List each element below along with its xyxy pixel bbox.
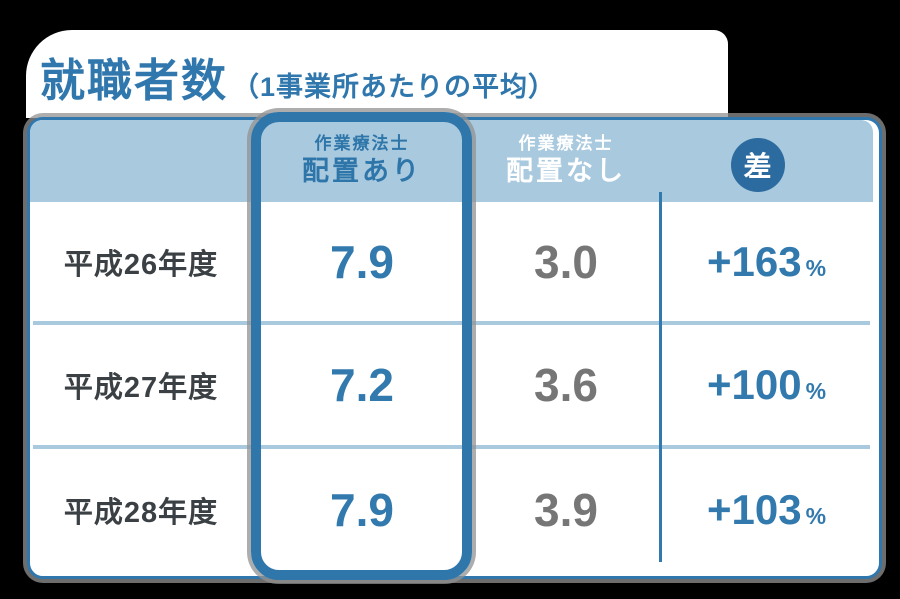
- difference-percent-sign: %: [805, 378, 827, 404]
- value-without-ot: 3.0: [534, 235, 598, 288]
- difference-number: +100: [706, 361, 802, 408]
- table-row: 平成27年度 7.2 3.6 +100 %: [30, 325, 873, 445]
- column-separator-line: [659, 192, 662, 562]
- header-with-ot-line2: 配置あり: [302, 156, 422, 187]
- header-cell-without-ot: 作業療法士 配置なし: [472, 120, 660, 202]
- row-separator-1: [33, 321, 870, 325]
- page-title-row: 就職者数 （1事業所あたりの平均）: [40, 44, 556, 109]
- value-with-ot: 7.9: [330, 235, 394, 288]
- value-with-ot: 7.9: [330, 483, 394, 536]
- year-label: 平成27年度: [63, 372, 219, 404]
- header-cell-with-ot: 作業療法士 配置あり: [252, 120, 472, 202]
- difference-number: +163: [706, 237, 802, 285]
- difference-percent-sign: %: [805, 502, 827, 529]
- value-difference: +103 %: [707, 486, 826, 534]
- header-without-ot-line1: 作業療法士: [518, 134, 614, 154]
- comparison-table: 作業療法士 配置あり 作業療法士 配置なし 差 平成26年度 7.9 3.0: [27, 117, 882, 579]
- title-background: 就職者数 （1事業所あたりの平均）: [26, 30, 728, 118]
- difference-percent-sign: %: [805, 254, 827, 281]
- value-difference: +100 %: [707, 361, 826, 409]
- diff-badge: 差: [730, 138, 785, 192]
- value-difference: +163 %: [707, 238, 826, 286]
- header-without-ot-line2: 配置なし: [506, 156, 626, 187]
- value-without-ot: 3.9: [534, 483, 598, 536]
- difference-number: +103: [706, 485, 802, 533]
- table-header-band: 作業療法士 配置あり 作業療法士 配置なし 差: [30, 120, 873, 202]
- table-row: 平成26年度 7.9 3.0 +163 %: [30, 202, 873, 321]
- page-title-note: （1事業所あたりの平均）: [232, 72, 557, 102]
- header-cell-difference: 差: [660, 120, 873, 202]
- page-title: 就職者数: [40, 55, 229, 106]
- header-with-ot-line1: 作業療法士: [314, 134, 410, 154]
- row-separator-2: [33, 445, 870, 449]
- year-label: 平成28年度: [63, 496, 219, 529]
- year-label: 平成26年度: [63, 248, 219, 281]
- value-without-ot: 3.6: [534, 359, 598, 411]
- table-row: 平成28年度 7.9 3.9 +103 %: [30, 449, 873, 570]
- value-with-ot: 7.2: [330, 359, 394, 411]
- header-cell-empty: [30, 120, 252, 202]
